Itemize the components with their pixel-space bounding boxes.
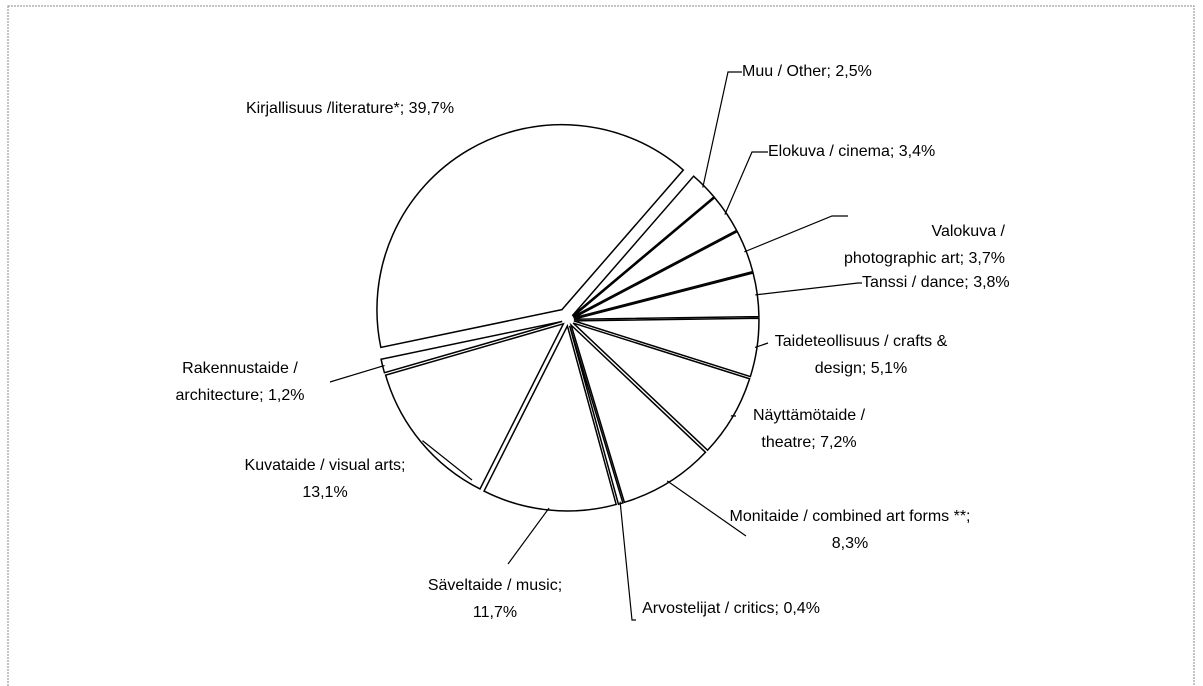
value-label: 1,2% <box>268 387 305 404</box>
value-label: 0,4% <box>783 600 820 617</box>
slice-label: Valokuva / photographic art; 3,7% <box>835 218 1005 272</box>
value-label: 7,2% <box>820 434 857 451</box>
slice-label: Näyttämötaide / theatre; 7,2% <box>734 402 884 456</box>
leader-line <box>619 501 636 621</box>
pie-slice <box>573 317 760 378</box>
leader-line <box>422 440 473 481</box>
category-label: Rakennustaide / architecture; <box>175 360 298 404</box>
leader-line <box>329 364 385 383</box>
leader-line <box>702 71 742 188</box>
leader-line <box>666 480 747 537</box>
leader-line <box>724 151 768 215</box>
slice-label: Arvostelijat / critics; 0,4% <box>626 595 836 622</box>
value-label: 3,4% <box>898 143 936 160</box>
leader-line <box>754 342 769 349</box>
value-label: 11,7% <box>472 604 518 621</box>
category-label: Elokuva / cinema; <box>768 143 895 160</box>
value-label: 13,1% <box>302 484 348 501</box>
value-label: 5,1% <box>870 360 908 377</box>
pie-slice <box>569 322 707 504</box>
leader-line <box>755 282 862 296</box>
slice-label: Rakennustaide / architecture; 1,2% <box>140 355 340 409</box>
category-label: Näyttämötaide / theatre; <box>752 407 866 451</box>
pie-slice <box>572 196 738 318</box>
pie-slice <box>384 322 565 490</box>
pie-slice <box>571 175 716 317</box>
value-label: 39,7% <box>408 100 455 117</box>
slice-label: Kirjallisuus /literature*; 39,7% <box>230 95 470 122</box>
slice-label: Kuvataide / visual arts; 13,1% <box>220 452 430 506</box>
value-label: 8,3% <box>831 535 869 552</box>
slice-label: Tanssi / dance; 3,8% <box>862 269 1092 296</box>
pie-slice <box>376 123 685 349</box>
category-label: Tanssi / dance; <box>862 274 969 291</box>
frame <box>7 5 1195 686</box>
slice-label: Muu / Other; 2,5% <box>742 58 962 85</box>
category-label: Monitaide / combined art forms **; <box>729 508 971 525</box>
slice-label: Taideteollisuus / crafts & design; 5,1% <box>766 328 956 382</box>
pie-slice <box>482 323 618 512</box>
category-label: Valokuva / photographic art; <box>844 223 1005 267</box>
slice-label: Elokuva / cinema; 3,4% <box>768 138 1008 165</box>
category-label: Arvostelijat / critics; <box>642 600 779 617</box>
leader-line <box>507 507 550 565</box>
value-label: 3,8% <box>973 274 1010 291</box>
value-label: 2,5% <box>835 63 872 80</box>
category-label: Muu / Other; <box>742 63 831 80</box>
slice-label: Säveltaide / music; 11,7% <box>410 572 580 626</box>
category-label: Kirjallisuus /literature*; <box>245 100 405 117</box>
category-label: Taideteollisuus / crafts & design; <box>774 333 948 377</box>
leader-line <box>744 215 848 253</box>
category-label: Kuvataide / visual arts; <box>244 457 406 474</box>
slice-label: Monitaide / combined art forms **; 8,3% <box>725 503 975 557</box>
value-label: 3,7% <box>968 250 1005 267</box>
pie-slice <box>572 322 751 452</box>
category-label: Säveltaide / music; <box>427 577 563 594</box>
